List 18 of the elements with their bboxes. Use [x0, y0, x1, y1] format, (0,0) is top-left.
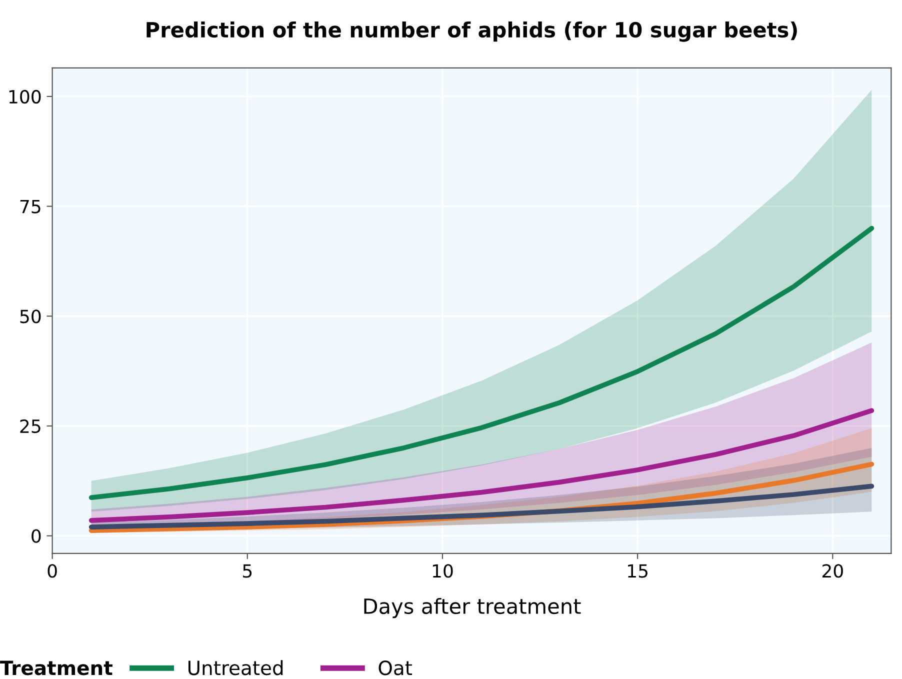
x-tick-label: 20 [822, 564, 843, 578]
x-tick-label: 0 [48, 564, 57, 578]
line-series [88, 484, 874, 530]
x-tick-label: 5 [243, 564, 252, 578]
y-tick-label: 100 [9, 90, 41, 104]
y-tick-label: 0 [32, 529, 41, 543]
y-tick-label: 25 [20, 419, 40, 434]
legend-label: Untreated [188, 660, 283, 676]
y-tick-label: 75 [20, 200, 40, 214]
x-tick-label: 15 [628, 564, 648, 578]
line-series [88, 226, 874, 500]
chart-title: Prediction of the number of aphids (for 10 sugar beets) [146, 22, 797, 42]
y-tick-label: 50 [20, 310, 41, 324]
x-axis-title: Days after treatment [364, 598, 581, 618]
line-series [88, 408, 874, 523]
x-tick-label: 10 [432, 564, 453, 578]
legend-title: Treatment [0, 660, 112, 676]
legend-label: Oat [378, 660, 412, 676]
